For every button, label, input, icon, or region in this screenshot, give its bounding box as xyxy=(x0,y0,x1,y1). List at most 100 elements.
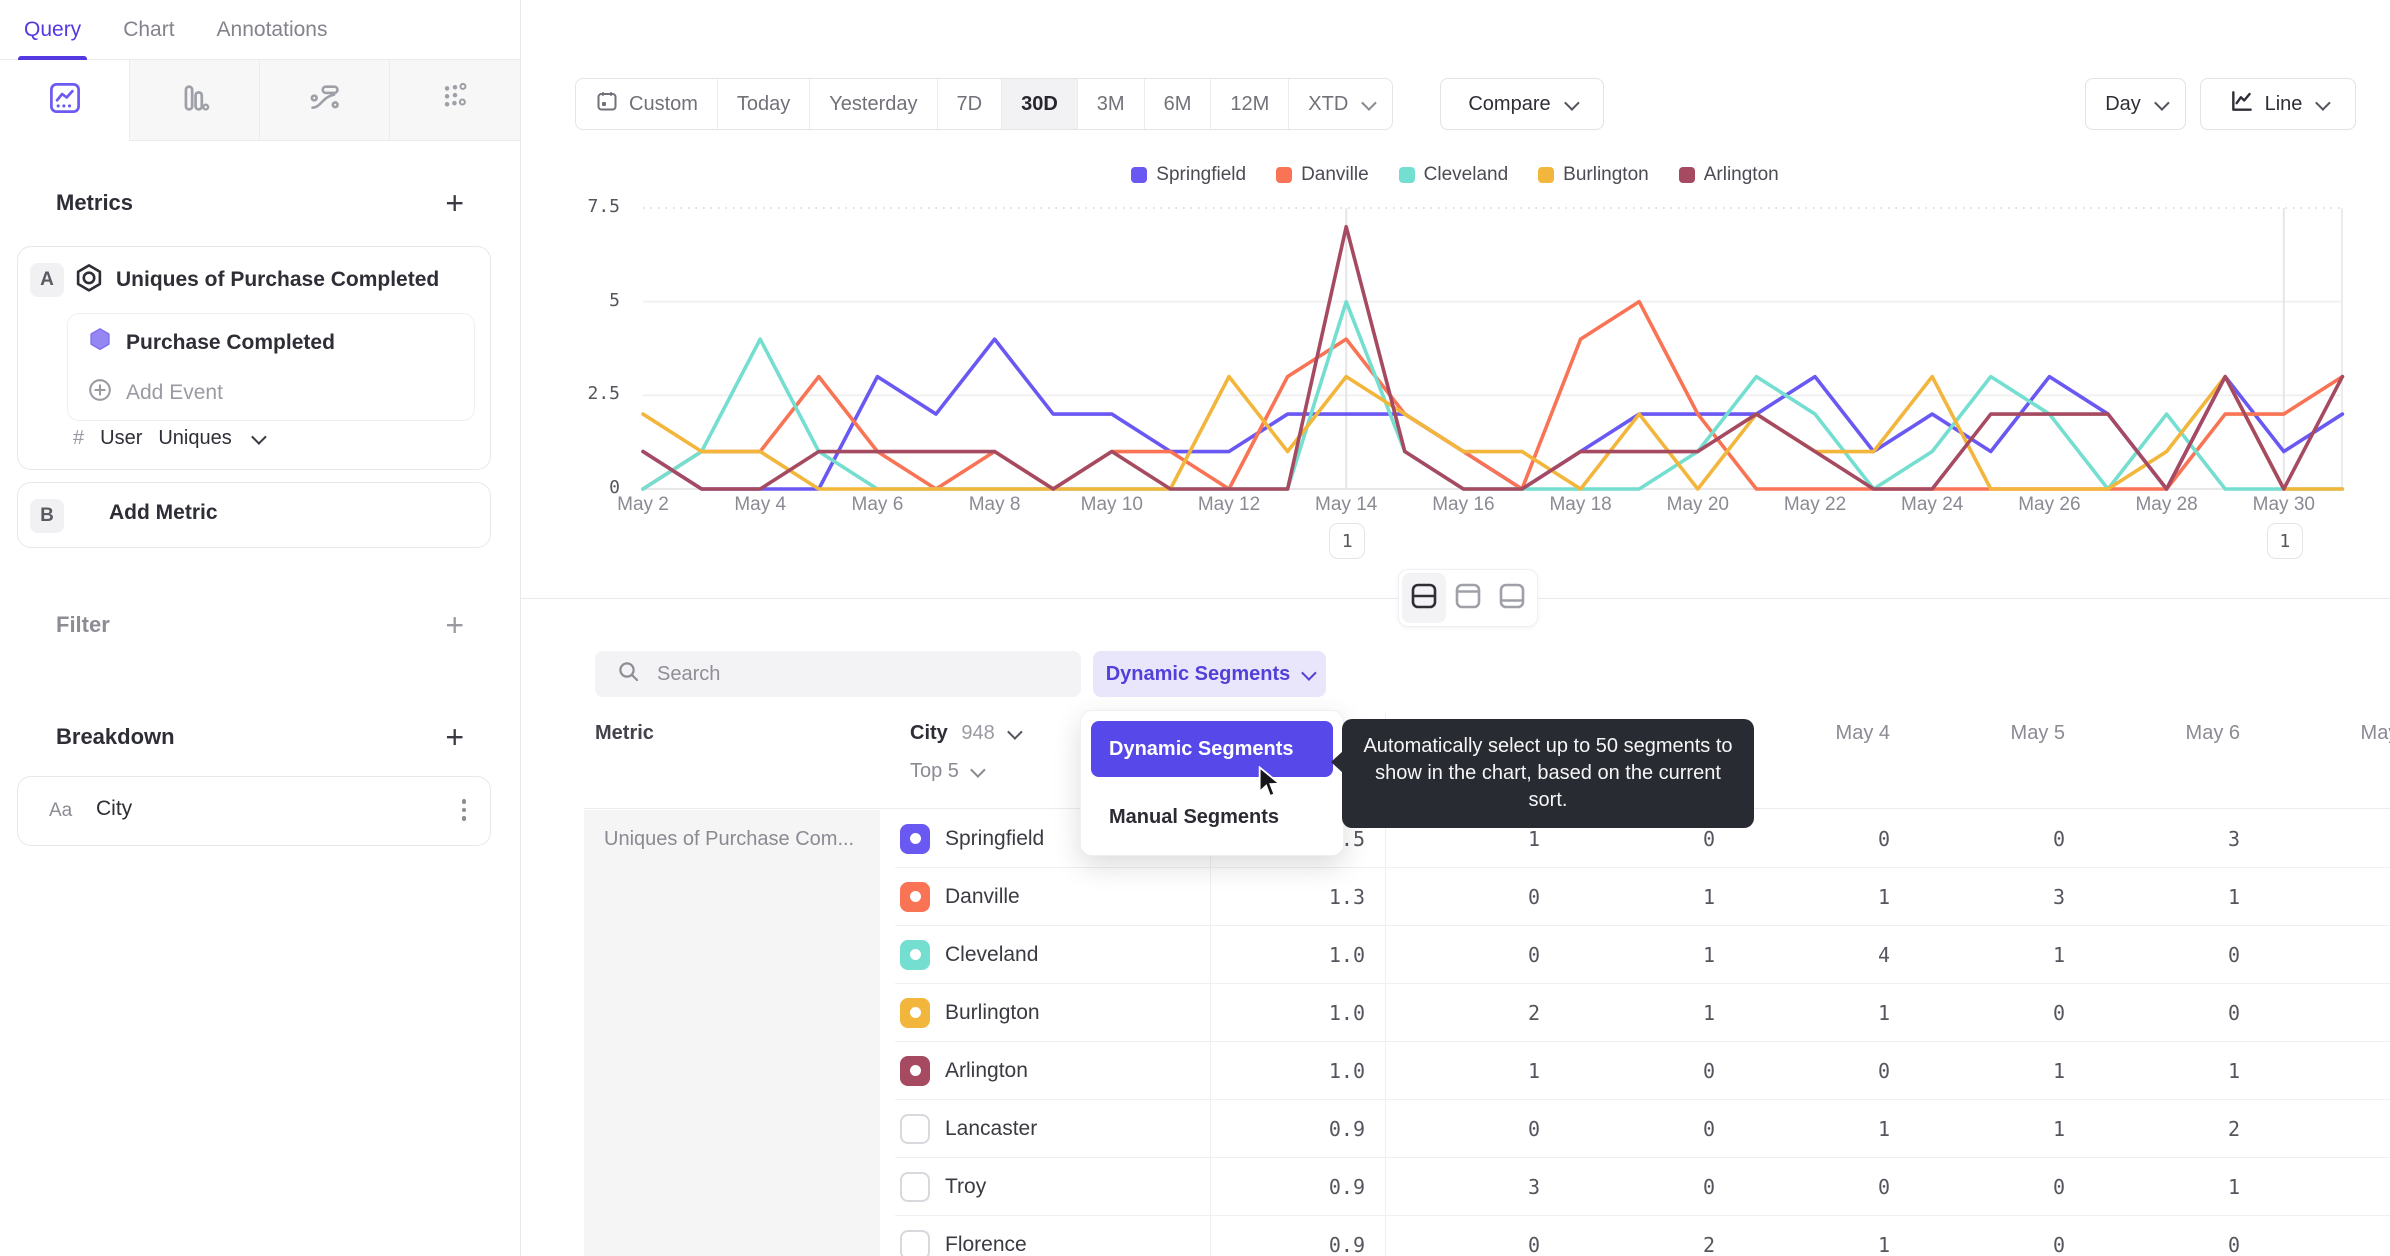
date-range-today[interactable]: Today xyxy=(716,79,809,129)
table-row-lancaster: Lancaster 0.9 0 0 1 1 2 xyxy=(895,1100,2390,1158)
metrics-title: Metrics xyxy=(56,190,134,215)
y-axis-tick: 0 xyxy=(609,477,620,498)
segment-checkbox[interactable] xyxy=(900,881,930,912)
metric-hexagon-icon xyxy=(72,262,106,301)
tab-annotations[interactable]: Annotations xyxy=(216,17,328,41)
day-value: 1 xyxy=(1527,1058,1540,1083)
segment-checkbox[interactable] xyxy=(900,823,930,854)
date-range-custom[interactable]: Custom xyxy=(576,79,717,129)
measure-row[interactable]: # User Uniques xyxy=(73,427,267,450)
add-filter-plus-button[interactable]: + xyxy=(445,607,464,643)
chart-type-line-tab[interactable] xyxy=(0,60,130,141)
metric-card-b[interactable]: B Add Metric xyxy=(17,482,491,548)
segment-checkbox[interactable] xyxy=(900,1113,930,1144)
annotation-badge[interactable]: 1 xyxy=(1329,523,1366,559)
metric-badge-a: A xyxy=(30,263,64,297)
date-range-30d[interactable]: 30D xyxy=(1001,79,1077,129)
average-value: 0.9 xyxy=(1328,1232,1365,1256)
event-row[interactable]: Purchase Completed xyxy=(86,326,335,359)
date-range-3m[interactable]: 3M xyxy=(1076,79,1144,129)
legend-item-cleveland[interactable]: Cleveland xyxy=(1398,164,1508,186)
add-event-row[interactable]: Add Event xyxy=(86,376,223,409)
segment-column-header[interactable]: City 948 xyxy=(910,722,1023,745)
day-value: 0 xyxy=(2052,1232,2065,1256)
metric-title: Uniques of Purchase Completed xyxy=(116,268,440,291)
segment-checkbox[interactable] xyxy=(900,1055,930,1086)
table-row-florence: Florence 0.9 0 2 1 0 0 xyxy=(895,1216,2390,1256)
chart-legend: Springfield Danville Cleveland Burlington Ar… xyxy=(520,164,2390,186)
chart-type-bar-tab[interactable] xyxy=(130,60,260,140)
date-range-7d[interactable]: 7D xyxy=(936,79,1002,129)
annotation-badge[interactable]: 1 xyxy=(2266,523,2303,559)
day-value: 0 xyxy=(2052,1174,2065,1199)
segments-dropdown-menu: Dynamic Segments Manual Segments xyxy=(1080,710,1344,856)
series-line-burlington xyxy=(641,374,2345,491)
top-panel-view-toggle[interactable] xyxy=(1446,573,1490,623)
metric-badge-b: B xyxy=(30,499,64,533)
segments-mode-button[interactable]: Dynamic Segments xyxy=(1093,651,1326,697)
search-box xyxy=(595,651,1081,697)
chart-type-flow-tab[interactable] xyxy=(260,60,390,140)
segment-checkbox[interactable] xyxy=(900,1171,930,1202)
flow-chart-icon xyxy=(308,81,342,120)
chart-type-scatter-tab[interactable] xyxy=(390,60,520,140)
top-panel-view-icon xyxy=(1453,581,1483,616)
compare-button[interactable]: Compare xyxy=(1440,78,1604,130)
metric-card-a[interactable]: A Uniques of Purchase Completed Purchase… xyxy=(17,246,491,470)
day-value: 0 xyxy=(1702,826,1715,851)
tab-query[interactable]: Query xyxy=(17,0,88,60)
legend-swatch xyxy=(1538,167,1555,183)
measure-entity: User xyxy=(100,427,143,449)
split-view-toggle[interactable] xyxy=(1402,573,1446,623)
segment-checkbox[interactable] xyxy=(900,939,930,970)
day-value: 1 xyxy=(2052,942,2065,967)
x-axis-tick: May 12 xyxy=(1197,494,1261,515)
day-value: 0 xyxy=(1877,1058,1890,1083)
property-type-icon: Aa xyxy=(49,800,73,821)
chevron-down-icon xyxy=(2315,94,2332,111)
average-value: 1.0 xyxy=(1328,942,1365,967)
search-input[interactable] xyxy=(655,661,1071,687)
day-value: 4 xyxy=(1877,942,1890,967)
day-value: 1 xyxy=(2227,1174,2240,1199)
sidebar-tabs: Query Chart Annotations xyxy=(0,0,520,60)
x-axis-tick: May 4 xyxy=(734,494,787,515)
date-range-12m[interactable]: 12M xyxy=(1210,79,1288,129)
top-filter-dropdown[interactable]: Top 5 xyxy=(910,760,986,783)
line-chart-icon xyxy=(48,81,82,120)
add-metric-plus-button[interactable]: + xyxy=(445,185,464,221)
kebab-menu-icon[interactable] xyxy=(461,799,466,821)
segment-checkbox[interactable] xyxy=(900,997,930,1028)
date-range-yesterday[interactable]: Yesterday xyxy=(809,79,936,129)
event-name: Purchase Completed xyxy=(126,330,335,354)
legend-item-danville[interactable]: Danville xyxy=(1276,164,1369,186)
add-breakdown-plus-button[interactable]: + xyxy=(445,719,464,755)
day-value: 0 xyxy=(2227,1000,2240,1025)
filter-title: Filter xyxy=(56,612,110,637)
column-divider xyxy=(1385,713,1386,1256)
tab-chart[interactable]: Chart xyxy=(123,17,175,41)
date-range-6m[interactable]: 6M xyxy=(1143,79,1211,129)
chart-style-dropdown[interactable]: Line xyxy=(2200,78,2356,130)
day-value: 0 xyxy=(2227,1232,2240,1256)
interval-dropdown[interactable]: Day xyxy=(2085,78,2186,130)
legend-item-arlington[interactable]: Arlington xyxy=(1678,164,1779,186)
legend-item-springfield[interactable]: Springfield xyxy=(1131,164,1246,186)
legend-item-burlington[interactable]: Burlington xyxy=(1538,164,1649,186)
menu-item-dynamic-segments[interactable]: Dynamic Segments xyxy=(1091,721,1333,777)
date-range-xtd[interactable]: XTD xyxy=(1288,79,1392,129)
segment-cell: Danville xyxy=(895,881,1210,912)
chevron-down-icon xyxy=(1563,94,1580,111)
average-value: 1.0 xyxy=(1328,1058,1365,1083)
line-chart xyxy=(641,206,2345,491)
menu-item-manual-segments[interactable]: Manual Segments xyxy=(1109,805,1280,828)
bottom-panel-view-toggle[interactable] xyxy=(1490,573,1534,623)
average-value: 0.9 xyxy=(1328,1116,1365,1141)
segment-checkbox[interactable] xyxy=(900,1229,930,1256)
legend-swatch xyxy=(1398,167,1415,183)
metric-cell-panel: Uniques of Purchase Com... xyxy=(584,810,880,1256)
breakdown-city-card[interactable]: Aa City xyxy=(17,776,491,846)
day-value: 1 xyxy=(1702,1000,1715,1025)
x-axis-tick: May 20 xyxy=(1666,494,1729,515)
